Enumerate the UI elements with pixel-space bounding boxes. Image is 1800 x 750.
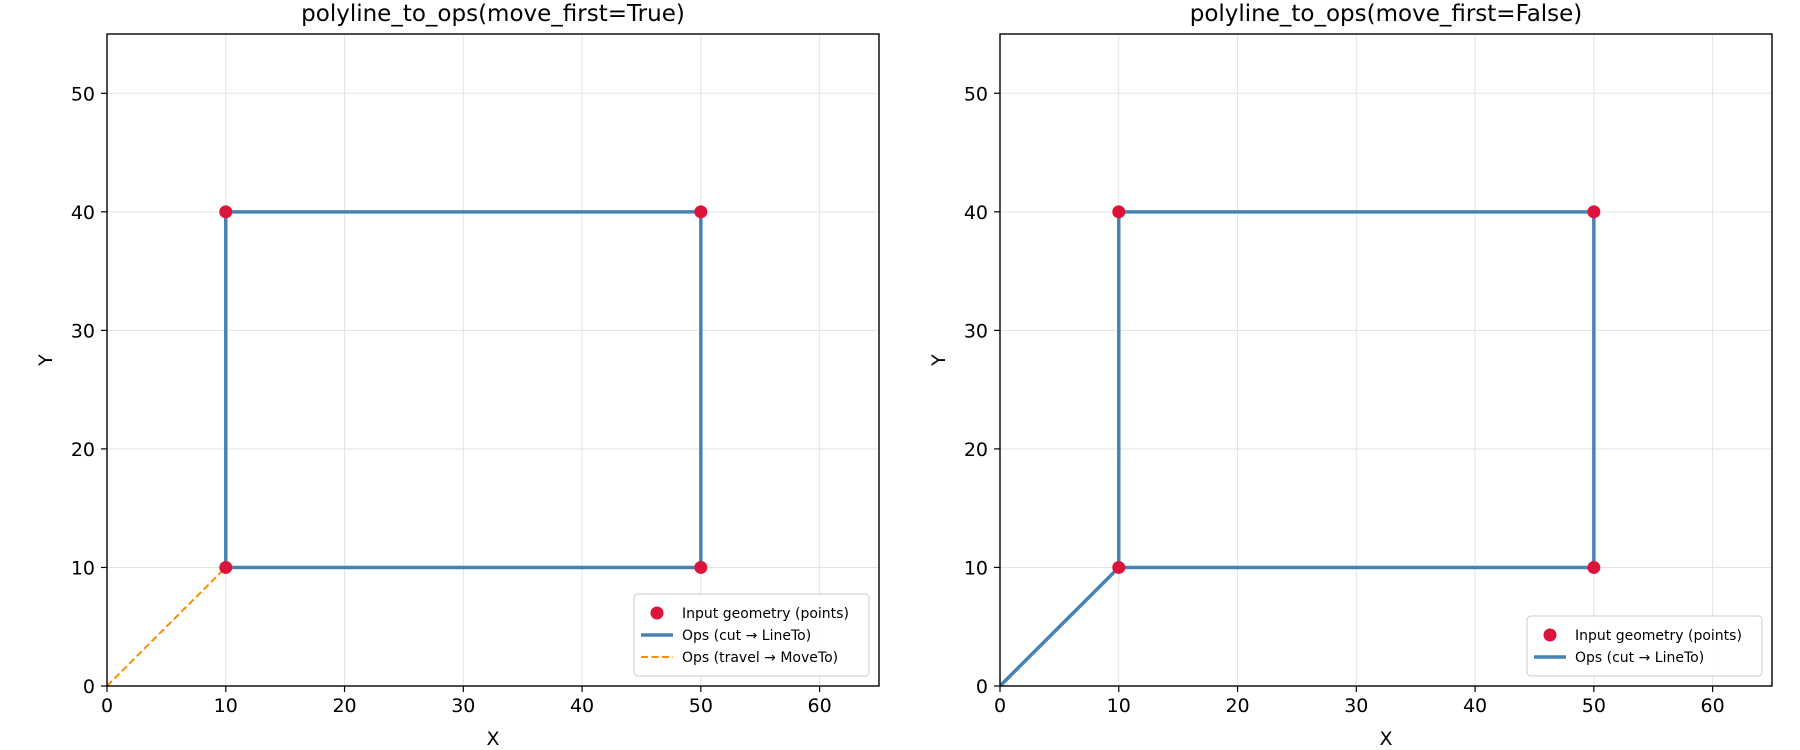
legend-marker-points (1543, 628, 1557, 642)
y-tick-label: 40 (71, 202, 95, 224)
y-tick-label: 40 (964, 202, 988, 224)
x-tick-label: 20 (332, 695, 356, 717)
input-point-marker (219, 560, 233, 574)
y-tick-label: 10 (964, 557, 988, 579)
x-tick-label: 50 (1582, 695, 1606, 717)
legend-box (1526, 615, 1763, 677)
plot-area (107, 210, 703, 686)
axes-frame (106, 33, 880, 687)
chart-title: polyline_to_ops(move_first=True) (301, 1, 685, 27)
x-tick-label: 0 (101, 695, 113, 717)
y-tick-label: 0 (83, 676, 95, 698)
legend-entry-label: Ops (cut → LineTo) (1575, 650, 1704, 666)
y-axis-label: Y (928, 354, 950, 367)
legend-marker-points (650, 606, 664, 620)
legend-box (633, 593, 870, 677)
y-tick-label: 30 (964, 320, 988, 342)
chart-title: polyline_to_ops(move_first=False) (1190, 1, 1583, 27)
y-tick-label: 50 (71, 83, 95, 105)
legend-entry-label: Ops (cut → LineTo) (682, 628, 811, 644)
x-tick-label: 20 (1225, 695, 1249, 717)
input-point-marker (1587, 560, 1601, 574)
legend: Input geometry (points) Ops (cut → LineTo… (1526, 615, 1763, 677)
y-tick-label: 30 (71, 320, 95, 342)
x-tick-label: 50 (689, 695, 713, 717)
legend-entry-label: Input geometry (points) (682, 606, 849, 622)
legend-entry-label: Ops (travel → MoveTo) (682, 650, 838, 666)
input-point-marker (694, 560, 708, 574)
input-point-marker (1112, 560, 1126, 574)
x-tick-label: 0 (994, 695, 1006, 717)
y-axis-label: Y (35, 354, 57, 367)
x-axis-label: X (486, 728, 499, 750)
axes-frame (999, 33, 1773, 687)
x-tick-label: 10 (1107, 695, 1131, 717)
chart-panel-2: 0 10 20 30 40 50 60 0 10 20 30 40 50 polyline_to_ops(… (928, 1, 1773, 750)
legend-entry-label: Input geometry (points) (1575, 628, 1742, 644)
x-tick-label: 30 (1344, 695, 1368, 717)
x-tick-label: 10 (214, 695, 238, 717)
chart-panel-1: 0 10 20 30 40 50 60 0 10 20 30 40 50 polyline_to_ops(… (35, 1, 880, 750)
plot-area (1000, 210, 1596, 686)
y-tick-label: 20 (964, 439, 988, 461)
y-tick-label: 20 (71, 439, 95, 461)
input-point-marker (219, 205, 233, 219)
input-point-marker (1112, 205, 1126, 219)
x-tick-label: 60 (1701, 695, 1725, 717)
x-axis-label: X (1379, 728, 1392, 750)
y-tick-label: 0 (976, 676, 988, 698)
travel-moveto-segment (107, 566, 227, 686)
input-point-marker (1587, 205, 1601, 219)
y-tick-label: 50 (964, 83, 988, 105)
y-tick-label: 10 (71, 557, 95, 579)
cut-lineto-segment (1000, 566, 1121, 686)
x-tick-label: 30 (451, 695, 475, 717)
legend: Input geometry (points) Ops (cut → LineTo… (633, 593, 870, 677)
input-point-marker (694, 205, 708, 219)
x-tick-label: 40 (570, 695, 594, 717)
x-tick-label: 60 (808, 695, 832, 717)
x-tick-label: 40 (1463, 695, 1487, 717)
